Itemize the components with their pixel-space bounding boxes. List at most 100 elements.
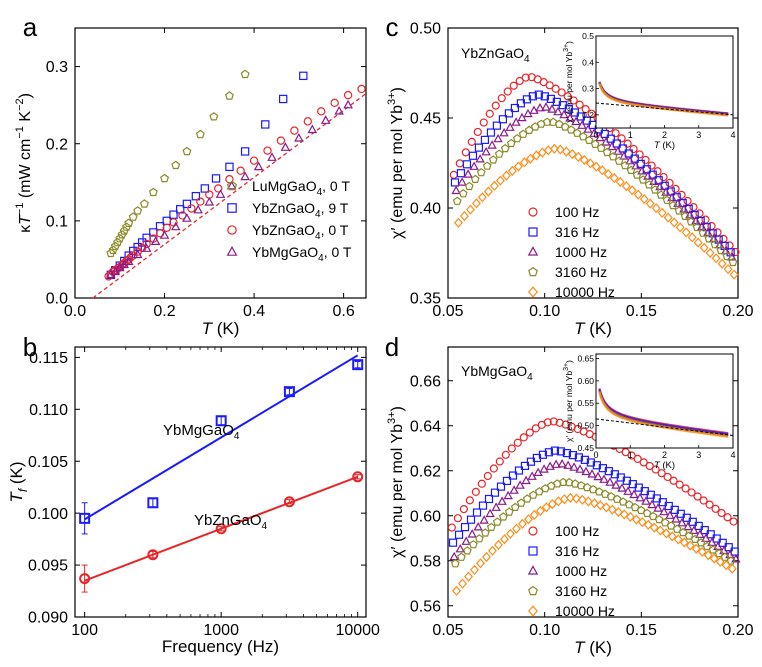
data-point	[504, 507, 514, 516]
data-point	[503, 490, 513, 500]
legend-marker	[227, 203, 237, 213]
data-point	[557, 88, 566, 97]
data-point	[729, 269, 739, 280]
data-point	[651, 465, 660, 474]
data-point	[638, 175, 648, 184]
data-point	[702, 541, 712, 551]
data-point	[649, 522, 659, 533]
data-point	[586, 458, 595, 467]
data-point	[494, 539, 503, 551]
inset-x-label: T (K)	[654, 140, 675, 151]
legend-marker	[528, 266, 538, 277]
data-point	[191, 191, 201, 201]
data-point	[577, 120, 587, 129]
data-point	[477, 479, 486, 488]
x-tick-label: 0.05	[432, 303, 463, 320]
data-point	[700, 525, 709, 535]
data-point	[540, 92, 549, 101]
data-point	[629, 489, 639, 499]
plot-frame	[447, 27, 739, 299]
panel-a: a 0.0 0.2 0.4 0.6 0.0 0.1 0.2 0.3 T (K) κT−1 (mW c…	[14, 12, 367, 338]
panel-b: b 100 1000 10000 0.090 0.095 0.100 0.105 0.110 0.…	[7, 332, 380, 656]
x-tick-label: 10000	[335, 622, 380, 639]
data-point	[713, 541, 723, 551]
data-point	[124, 218, 134, 227]
data-point	[625, 511, 635, 523]
data-point	[620, 161, 630, 170]
data-point	[731, 247, 740, 257]
data-point	[693, 492, 702, 501]
data-point	[521, 73, 530, 82]
data-point	[660, 518, 670, 527]
data-point	[623, 139, 632, 148]
data-point	[514, 466, 524, 475]
inset-x-tick-label: 0	[593, 130, 598, 140]
data-point	[592, 461, 601, 470]
inset-x-tick-label: 2	[662, 450, 667, 460]
inset-x-tick-label: 2	[662, 130, 667, 140]
inset-curve	[598, 391, 729, 438]
data-point	[458, 189, 468, 198]
data-point	[477, 192, 487, 203]
data-point	[108, 245, 118, 254]
data-point	[511, 117, 521, 126]
data-point	[597, 165, 607, 176]
data-point	[612, 139, 621, 148]
data-point	[509, 485, 519, 494]
data-point	[614, 156, 624, 165]
data-point	[718, 538, 727, 547]
inset-y-tick-label: 0.60	[577, 376, 594, 386]
legend-label: 100 Hz	[555, 204, 599, 220]
data-point	[506, 138, 516, 148]
data-point	[472, 508, 482, 517]
inset-y-tick-label: 0.4	[582, 57, 594, 67]
data-point	[476, 558, 485, 569]
data-point	[714, 548, 724, 558]
data-point	[549, 143, 559, 154]
y-tick-label: 0.58	[410, 553, 441, 570]
data-point	[541, 102, 551, 111]
data-point	[464, 181, 474, 191]
data-point	[724, 543, 733, 552]
data-point	[529, 105, 539, 114]
data-point	[569, 96, 578, 105]
inset-x-tick-label: 0	[593, 450, 598, 460]
data-point	[639, 193, 649, 205]
data-point	[601, 137, 611, 146]
series-1	[450, 90, 735, 257]
data-point	[555, 144, 565, 155]
data-point	[195, 129, 205, 139]
data-point	[497, 496, 507, 505]
data-point	[449, 551, 459, 561]
legend-marker	[227, 225, 237, 235]
legend-label: 316 Hz	[555, 543, 599, 559]
data-point	[591, 161, 601, 172]
x-axis-label: Frequency (Hz)	[162, 637, 279, 656]
data-point	[633, 454, 642, 463]
data-point	[550, 446, 560, 455]
data-point	[583, 124, 593, 133]
data-point	[513, 161, 523, 172]
data-point	[456, 552, 466, 561]
x-axis-label: T (K)	[202, 319, 240, 338]
data-point	[648, 511, 658, 521]
data-point	[463, 169, 473, 178]
data-point	[544, 448, 554, 457]
data-point	[520, 461, 530, 471]
data-point	[488, 545, 497, 556]
data-point	[253, 161, 264, 171]
data-point	[590, 139, 600, 148]
data-point	[572, 128, 582, 137]
inset-curve	[598, 83, 729, 117]
data-point	[649, 176, 659, 185]
data-point	[624, 500, 634, 509]
data-point	[117, 230, 127, 239]
data-point	[729, 517, 738, 526]
data-point	[79, 512, 91, 524]
y-tick-label: 0.50	[410, 21, 441, 38]
data-point	[113, 237, 123, 247]
series-1	[448, 446, 739, 556]
data-point	[571, 116, 581, 126]
